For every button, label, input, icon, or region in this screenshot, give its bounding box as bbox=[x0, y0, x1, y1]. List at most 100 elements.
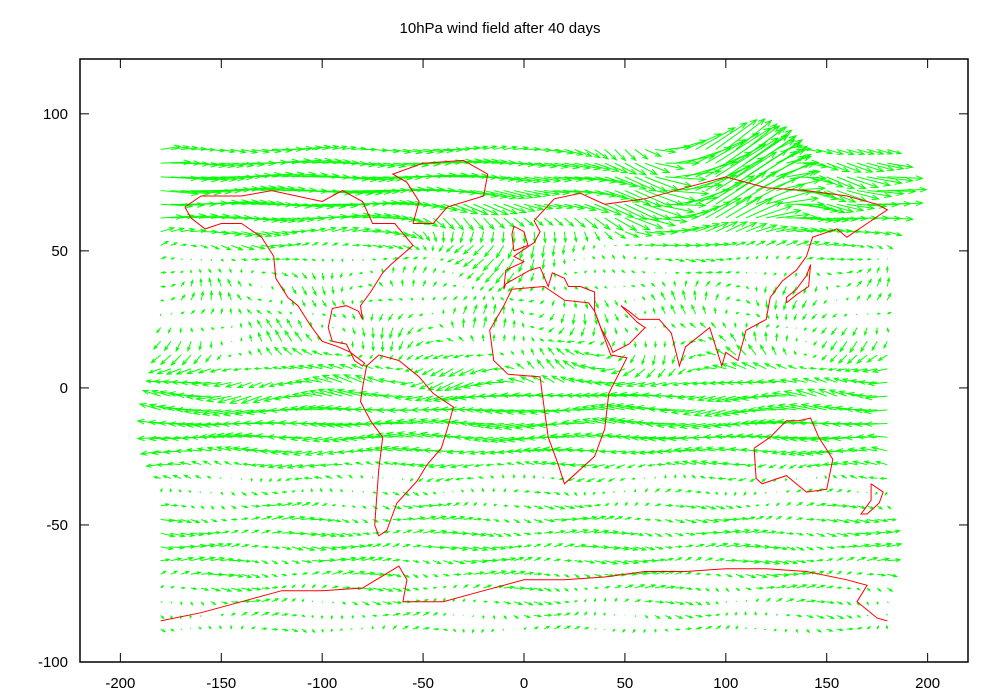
wind-arrow bbox=[301, 583, 306, 589]
wind-arrow bbox=[261, 231, 282, 237]
wind-arrow bbox=[392, 530, 402, 534]
wind-arrow bbox=[553, 231, 557, 244]
wind-arrow bbox=[190, 519, 201, 524]
wind-arrow bbox=[179, 327, 183, 334]
wind-arrow bbox=[776, 560, 790, 565]
wind-arrow bbox=[248, 349, 252, 356]
wind-arrow bbox=[414, 354, 424, 360]
wind-arrow bbox=[806, 559, 816, 563]
wind-arrow bbox=[221, 244, 232, 251]
wind-arrow bbox=[484, 272, 495, 284]
wind-arrow bbox=[614, 327, 618, 335]
wind-arrow bbox=[786, 598, 795, 603]
wind-arrow bbox=[786, 516, 793, 520]
wind-arrow bbox=[453, 295, 458, 301]
wind-arrow bbox=[349, 286, 353, 291]
wind-arrow bbox=[412, 573, 419, 579]
wind-arrow bbox=[443, 585, 447, 589]
wind-arrow bbox=[533, 601, 544, 606]
wind-arrow bbox=[180, 294, 186, 301]
wind-arrow bbox=[763, 272, 767, 275]
wind-arrow bbox=[470, 334, 475, 342]
wind-arrow bbox=[200, 556, 216, 562]
wind-arrow bbox=[160, 487, 163, 493]
wind-arrow bbox=[136, 435, 161, 442]
wind-arrow bbox=[685, 571, 693, 575]
wind-arrow bbox=[334, 422, 363, 428]
wind-arrow bbox=[352, 146, 367, 151]
wind-arrow bbox=[863, 408, 888, 415]
wind-arrow bbox=[682, 289, 686, 301]
wind-arrow bbox=[786, 155, 813, 164]
wind-arrow bbox=[247, 381, 262, 389]
wind-arrow bbox=[472, 615, 474, 618]
wind-arrow bbox=[644, 546, 656, 551]
wind-arrow bbox=[284, 329, 293, 342]
wind-arrow bbox=[170, 227, 186, 233]
wind-arrow bbox=[490, 628, 495, 633]
wind-arrow bbox=[311, 571, 320, 575]
wind-arrow bbox=[233, 462, 242, 466]
wind-arrow bbox=[170, 557, 183, 562]
wind-arrow bbox=[867, 572, 875, 576]
wind-arrow bbox=[614, 176, 648, 190]
wind-arrow bbox=[856, 257, 864, 261]
wind-arrow bbox=[665, 202, 707, 209]
wind-arrow bbox=[221, 543, 233, 548]
wind-arrow bbox=[545, 392, 565, 398]
wind-arrow bbox=[584, 544, 599, 549]
wind-arrow bbox=[183, 474, 192, 479]
wind-arrow bbox=[222, 409, 252, 417]
wind-arrow bbox=[773, 300, 778, 311]
wind-arrow bbox=[877, 148, 894, 155]
wind-arrow bbox=[633, 255, 637, 260]
wind-arrow bbox=[852, 460, 868, 466]
wind-arrow bbox=[696, 395, 716, 402]
wind-arrow bbox=[503, 615, 508, 620]
wind-arrow bbox=[866, 542, 882, 548]
wind-arrow bbox=[359, 299, 363, 304]
wind-arrow bbox=[783, 272, 787, 277]
wind-arrow bbox=[503, 519, 510, 523]
wind-arrow bbox=[268, 381, 282, 387]
wind-arrow bbox=[432, 611, 439, 616]
wind-arrow bbox=[462, 305, 467, 315]
wind-arrow bbox=[705, 121, 748, 150]
wind-arrow bbox=[488, 286, 495, 292]
wind-arrow bbox=[887, 175, 924, 181]
wind-arrow bbox=[513, 504, 521, 508]
wind-arrow bbox=[687, 395, 706, 401]
wind-arrow bbox=[875, 327, 879, 335]
wind-arrow bbox=[644, 532, 654, 537]
wind-arrow bbox=[734, 611, 738, 616]
wind-arrow bbox=[238, 308, 242, 315]
wind-arrow bbox=[866, 518, 881, 524]
wind-arrow bbox=[165, 368, 182, 375]
wind-arrow bbox=[321, 272, 325, 281]
wind-arrow bbox=[352, 601, 359, 606]
wind-arrow bbox=[194, 395, 222, 402]
wind-arrow bbox=[743, 491, 747, 497]
wind-arrow bbox=[512, 334, 516, 342]
wind-arrow bbox=[866, 267, 872, 274]
wind-arrow bbox=[604, 530, 619, 535]
wind-arrow bbox=[261, 271, 267, 274]
wind-arrow bbox=[564, 529, 578, 534]
wind-arrow bbox=[452, 217, 465, 231]
wind-arrow bbox=[147, 368, 161, 374]
wind-arrow bbox=[592, 327, 596, 337]
wind-arrow bbox=[180, 571, 191, 575]
wind-arrow bbox=[593, 597, 597, 602]
wind-arrow bbox=[172, 474, 182, 479]
wind-arrow bbox=[874, 491, 878, 496]
wind-arrow bbox=[462, 258, 474, 268]
wind-arrow bbox=[160, 532, 176, 538]
wind-arrow bbox=[846, 504, 858, 509]
wind-arrow bbox=[614, 203, 648, 220]
wind-arrow bbox=[551, 245, 556, 258]
wind-arrow bbox=[800, 403, 827, 411]
wind-arrow bbox=[806, 517, 816, 521]
wind-arrow bbox=[715, 258, 725, 262]
wind-arrow bbox=[217, 277, 222, 287]
wind-arrow bbox=[870, 446, 888, 452]
